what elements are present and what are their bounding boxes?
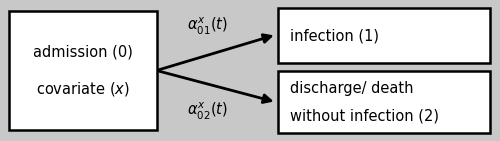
Text: $\alpha_{01}^{x}(t)$: $\alpha_{01}^{x}(t)$ — [187, 16, 228, 37]
Text: covariate ($x$): covariate ($x$) — [36, 80, 130, 98]
Text: admission (0): admission (0) — [33, 45, 132, 60]
Text: infection (1): infection (1) — [290, 28, 379, 43]
Bar — [278, 71, 490, 133]
Bar — [278, 8, 490, 63]
Bar — [9, 11, 156, 130]
Text: without infection (2): without infection (2) — [290, 109, 439, 124]
Text: $\alpha_{02}^{x}(t)$: $\alpha_{02}^{x}(t)$ — [187, 101, 228, 122]
Text: discharge/ death: discharge/ death — [290, 81, 414, 96]
